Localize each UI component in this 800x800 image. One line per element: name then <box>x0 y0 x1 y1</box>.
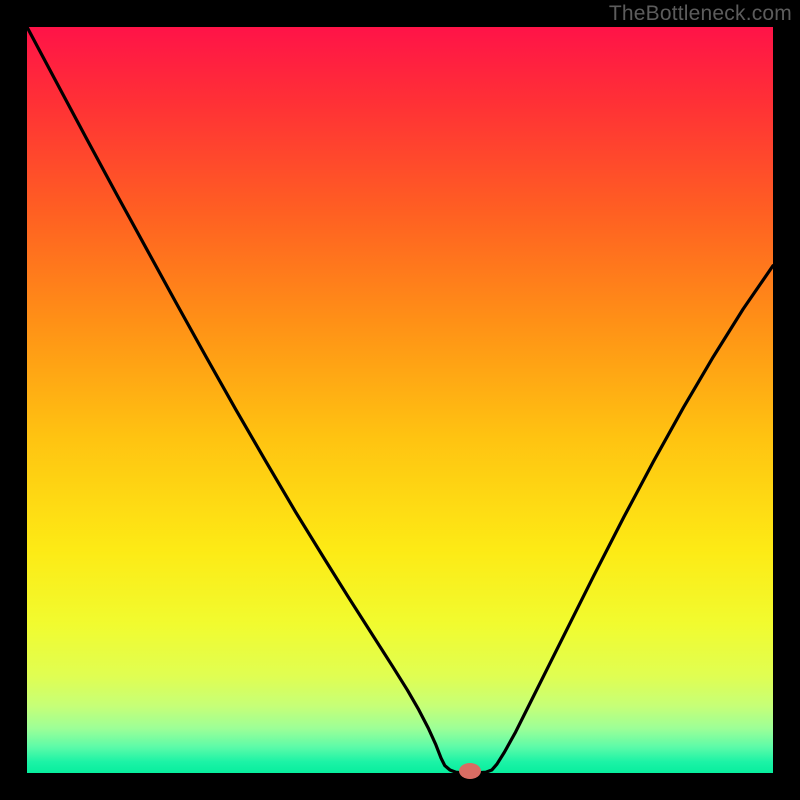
plot-area <box>27 27 773 773</box>
bottleneck-curve <box>27 27 773 773</box>
watermark-text: TheBottleneck.com <box>609 2 792 26</box>
optimal-marker <box>459 763 481 779</box>
chart-frame: { "canvas": { "width": 800, "height": 80… <box>0 0 800 800</box>
